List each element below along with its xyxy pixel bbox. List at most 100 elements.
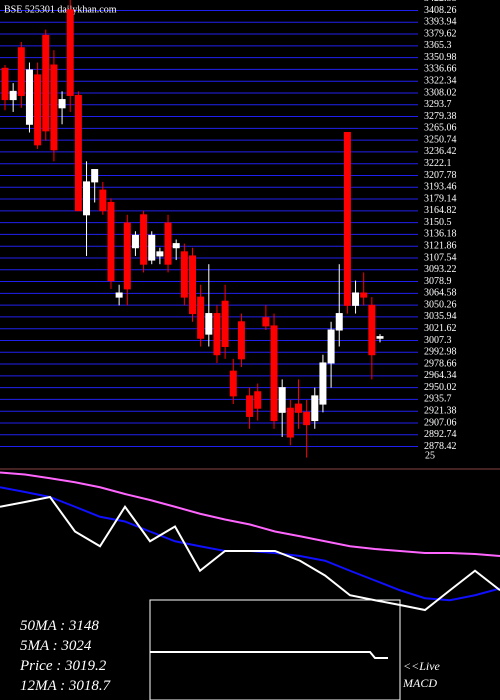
y-tick-label: 3393.94 xyxy=(424,17,457,28)
candle-body xyxy=(205,313,213,335)
candle-body xyxy=(368,304,376,356)
indicator-line xyxy=(0,495,500,612)
candle-body xyxy=(42,34,50,132)
candle-body xyxy=(148,234,156,261)
candle-body xyxy=(25,69,33,125)
candle-body xyxy=(229,370,237,397)
y-tick-label: 3193.46 xyxy=(424,182,457,193)
info-text: 50MA : 3148 xyxy=(20,618,99,634)
candle-body xyxy=(286,407,294,438)
candle-body xyxy=(50,64,58,151)
candle-body xyxy=(180,251,188,298)
macd-line xyxy=(150,651,388,659)
y-tick-label: 2878.42 xyxy=(424,441,457,452)
y-tick-label: 3308.02 xyxy=(424,87,457,98)
candle-body xyxy=(99,189,107,212)
candle-body xyxy=(303,411,311,426)
y-tick-label: 3236.42 xyxy=(424,146,457,157)
y-tick-label: 2907.06 xyxy=(424,417,457,428)
y-tick-label: 2892.74 xyxy=(424,429,457,440)
chart-title: BSE 525301 dailykhan.com xyxy=(4,4,117,15)
candle-body xyxy=(156,251,164,257)
y-tick-label: 3336.66 xyxy=(424,64,457,75)
candle-body xyxy=(221,300,229,347)
y-tick-label: 2992.98 xyxy=(424,347,457,358)
y-tick-label: 3121.86 xyxy=(424,240,457,251)
y-tick-label: 3422.58 xyxy=(424,0,457,4)
y-tick-label: 3365.3 xyxy=(424,40,452,51)
candle-body xyxy=(34,74,42,146)
candle-body xyxy=(164,222,172,265)
candle-body xyxy=(294,403,302,413)
candle-body xyxy=(246,395,254,417)
y-tick-label: 3007.3 xyxy=(424,335,452,346)
y-tick-label: 2964.34 xyxy=(424,370,457,381)
candle-body xyxy=(335,313,343,331)
info-text: Price : 3019.2 xyxy=(19,658,107,674)
candle-body xyxy=(115,292,123,298)
candle-body xyxy=(131,234,139,249)
candle-body xyxy=(172,243,180,249)
y-tick-label: 3035.94 xyxy=(424,311,457,322)
y-tick-label: 3207.78 xyxy=(424,170,457,181)
candle-body xyxy=(262,317,270,327)
candle-body xyxy=(213,313,221,356)
y-tick-label: 3064.58 xyxy=(424,288,457,299)
y-tick-label: 3379.62 xyxy=(424,28,457,39)
candle-body xyxy=(66,9,74,96)
y-tick-label: 3265.06 xyxy=(424,123,457,134)
macd-note: <<Live xyxy=(403,659,441,673)
y-tick-label: 3250.74 xyxy=(424,134,457,145)
y-tick-label: 3107.54 xyxy=(424,252,457,263)
info-text: 12MA : 3018.7 xyxy=(20,678,112,694)
y-tick-label: 3408.26 xyxy=(424,5,457,16)
y-tick-label: 3164.82 xyxy=(424,205,457,216)
y-tick-label: 3021.62 xyxy=(424,323,457,334)
candle-body xyxy=(352,292,360,306)
candle-body xyxy=(311,395,319,422)
candle-body xyxy=(270,325,278,422)
indicator-line xyxy=(0,471,500,557)
candle-body xyxy=(237,321,245,360)
candle-body xyxy=(9,90,17,101)
y-tick-label: 2978.66 xyxy=(424,358,457,369)
candle-body xyxy=(343,132,351,306)
info-text: 5MA : 3024 xyxy=(20,638,92,654)
candle-body xyxy=(140,214,148,265)
macd-note: MACD xyxy=(402,676,437,690)
candle-body xyxy=(58,99,66,109)
candle-body xyxy=(83,181,91,216)
y-tick-label: 3078.9 xyxy=(424,276,452,287)
candle-body xyxy=(278,387,286,413)
macd-box xyxy=(149,599,401,700)
y-tick-label: 2950.02 xyxy=(424,382,457,393)
y-tick-label: 3279.38 xyxy=(424,111,457,122)
candle-body xyxy=(74,94,82,212)
y-tick-label: 3093.22 xyxy=(424,264,457,275)
candle-body xyxy=(254,391,262,409)
y-tick-label: 3179.14 xyxy=(424,193,457,204)
y-tick-label: 2921.38 xyxy=(424,405,457,416)
candle-body xyxy=(327,329,335,364)
candle-body xyxy=(91,169,99,183)
candle-body xyxy=(360,292,368,298)
y-tick-label: 3350.98 xyxy=(424,52,457,63)
candle-body xyxy=(17,47,25,96)
candle-body xyxy=(123,222,131,290)
candle-body xyxy=(107,201,115,282)
axis-bottom-label: 25 xyxy=(425,450,435,461)
candle-body xyxy=(1,67,9,101)
y-tick-label: 3050.26 xyxy=(424,299,457,310)
y-tick-label: 3222.1 xyxy=(424,158,452,169)
y-tick-label: 3150.5 xyxy=(424,217,452,228)
y-tick-label: 3293.7 xyxy=(424,99,452,110)
y-tick-label: 3322.34 xyxy=(424,75,457,86)
candle-body xyxy=(189,255,196,315)
candle-body xyxy=(197,296,205,339)
indicator-line xyxy=(0,486,500,602)
candle-body xyxy=(376,336,384,339)
y-tick-label: 3136.18 xyxy=(424,229,457,240)
y-tick-label: 2935.7 xyxy=(424,394,452,405)
candle-body xyxy=(319,362,327,405)
